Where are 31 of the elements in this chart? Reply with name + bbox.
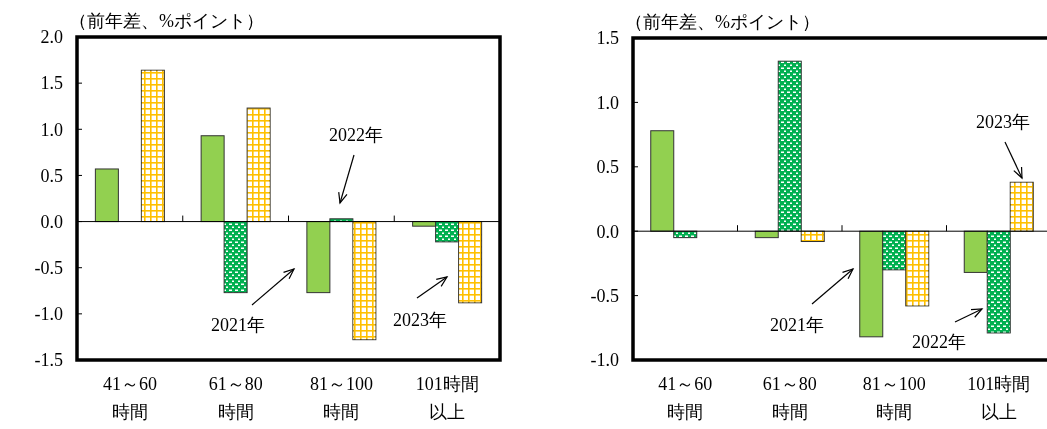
annotation: 2022年: [329, 125, 383, 146]
y-tick-label: 0.0: [596, 221, 619, 242]
y-tick-label: -1.0: [590, 350, 619, 371]
y-tick-label: 2.0: [40, 27, 63, 48]
annotation: 2023年: [393, 310, 447, 331]
x-tick-label: 61～80時間: [207, 373, 264, 424]
y-tick-label: 1.0: [40, 119, 63, 140]
x-tick-label: 101時間以上: [414, 373, 480, 424]
y-tick-label: 0.5: [596, 157, 619, 178]
annotation: 2022年: [912, 332, 966, 353]
x-tick-label: 101時間以上: [966, 373, 1032, 424]
bar: [94, 168, 119, 223]
x-tick-label: 81～100時間: [308, 373, 374, 424]
y-tick-label: -0.5: [34, 258, 63, 279]
x-tick-label: 41～60時間: [101, 373, 158, 424]
y-axis-title: （前年差、%ポイント）: [69, 11, 264, 31]
y-tick-label: 0.0: [40, 211, 63, 232]
annotation: 2021年: [211, 315, 265, 336]
annotation: 2023年: [976, 112, 1030, 133]
x-tick-label: 41～60時間: [657, 373, 714, 424]
annotation: 2021年: [770, 315, 824, 336]
x-tick-label: 81～100時間: [861, 373, 927, 424]
y-tick-label: 0.5: [40, 165, 63, 186]
y-tick-label: 1.5: [40, 73, 63, 94]
y-tick-label: 1.5: [596, 28, 619, 49]
y-tick-label: -1.0: [34, 304, 63, 325]
y-tick-label: -1.5: [34, 350, 63, 371]
y-axis-title: （前年差、%ポイント）: [625, 12, 820, 32]
y-tick-label: 1.0: [596, 92, 619, 113]
y-tick-label: -0.5: [590, 285, 619, 306]
x-tick-label: 61～80時間: [761, 373, 818, 424]
